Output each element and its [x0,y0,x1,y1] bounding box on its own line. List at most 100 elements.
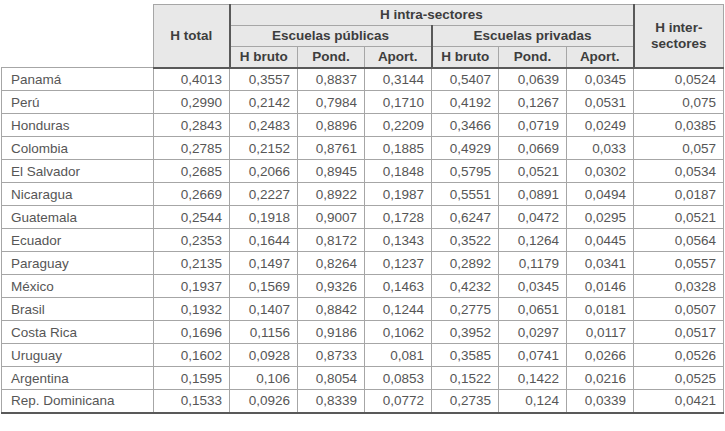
value-cell: 0,2209 [365,114,432,137]
table-row: Nicaragua0,26690,22270,89220,19870,55510… [2,183,724,206]
value-cell: 0,1728 [365,206,432,229]
value-cell: 0,4013 [154,68,230,91]
value-cell: 0,1407 [230,298,298,321]
value-cell: 0,0345 [499,275,567,298]
value-cell: 0,4929 [432,137,499,160]
value-cell: 0,2785 [154,137,230,160]
table-row: Paraguay0,21350,14970,82640,12370,28920,… [2,252,724,275]
value-cell: 0,1422 [499,367,567,390]
value-cell: 0,106 [230,367,298,390]
statistics-table: H total H intra-sectores H inter-sectore… [1,4,724,414]
value-cell: 0,2483 [230,114,298,137]
value-cell: 0,3557 [230,68,298,91]
col-header-escuelas-privadas: Escuelas privadas [432,26,634,47]
value-cell: 0,8172 [298,229,365,252]
value-cell: 0,1237 [365,252,432,275]
country-cell: Costa Rica [2,321,154,344]
value-cell: 0,2735 [432,390,499,413]
table-row: Ecuador0,23530,16440,81720,13430,35220,1… [2,229,724,252]
table-row: México0,19370,15690,93260,14630,42320,03… [2,275,724,298]
country-cell: México [2,275,154,298]
value-cell: 0,0146 [567,275,634,298]
value-cell: 0,9186 [298,321,365,344]
value-cell: 0,2843 [154,114,230,137]
value-cell: 0,1848 [365,160,432,183]
value-cell: 0,1497 [230,252,298,275]
header-row-1: H total H intra-sectores H inter-sectore… [2,5,724,26]
col-header-aport-publicas: Aport. [365,47,432,68]
country-cell: Rep. Dominicana [2,390,154,413]
table-row: Brasil0,19320,14070,88420,12440,27750,06… [2,298,724,321]
value-cell: 0,1937 [154,275,230,298]
value-cell: 0,0302 [567,160,634,183]
col-header-h-inter-sectores: H inter-sectores [634,5,724,68]
country-cell: Brasil [2,298,154,321]
value-cell: 0,8837 [298,68,365,91]
value-cell: 0,0531 [567,91,634,114]
value-cell: 0,0507 [634,298,724,321]
country-cell: Nicaragua [2,183,154,206]
value-cell: 0,1918 [230,206,298,229]
value-cell: 0,0295 [567,206,634,229]
country-cell: Honduras [2,114,154,137]
value-cell: 0,1244 [365,298,432,321]
value-cell: 0,1062 [365,321,432,344]
table-row: Uruguay0,16020,09280,87330,0810,35850,07… [2,344,724,367]
value-cell: 0,1267 [499,91,567,114]
table-row: Panamá0,40130,35570,88370,31440,54070,06… [2,68,724,91]
table-row: Rep. Dominicana0,15330,09260,83390,07720… [2,390,724,413]
value-cell: 0,1595 [154,367,230,390]
value-cell: 0,5551 [432,183,499,206]
value-cell: 0,8264 [298,252,365,275]
col-header-escuelas-publicas: Escuelas públicas [230,26,432,47]
value-cell: 0,1696 [154,321,230,344]
value-cell: 0,1533 [154,390,230,413]
value-cell: 0,0521 [499,160,567,183]
value-cell: 0,8761 [298,137,365,160]
value-cell: 0,2066 [230,160,298,183]
table-row: Argentina0,15950,1060,80540,08530,15220,… [2,367,724,390]
value-cell: 0,0526 [634,344,724,367]
value-cell: 0,0494 [567,183,634,206]
value-cell: 0,075 [634,91,724,114]
value-cell: 0,8339 [298,390,365,413]
value-cell: 0,1463 [365,275,432,298]
value-cell: 0,057 [634,137,724,160]
value-cell: 0,0181 [567,298,634,321]
value-cell: 0,0472 [499,206,567,229]
value-cell: 0,0853 [365,367,432,390]
value-cell: 0,3466 [432,114,499,137]
country-cell: Uruguay [2,344,154,367]
value-cell: 0,3144 [365,68,432,91]
table-row: Guatemala0,25440,19180,90070,17280,62470… [2,206,724,229]
value-cell: 0,0525 [634,367,724,390]
value-cell: 0,0249 [567,114,634,137]
col-header-aport-privadas: Aport. [567,47,634,68]
value-cell: 0,2775 [432,298,499,321]
value-cell: 0,1343 [365,229,432,252]
table-row: Colombia0,27850,21520,87610,18850,49290,… [2,137,724,160]
table-row: Costa Rica0,16960,11560,91860,10620,3952… [2,321,724,344]
value-cell: 0,1710 [365,91,432,114]
country-cell: Panamá [2,68,154,91]
value-cell: 0,4232 [432,275,499,298]
country-cell: Paraguay [2,252,154,275]
value-cell: 0,2685 [154,160,230,183]
value-cell: 0,3585 [432,344,499,367]
value-cell: 0,9326 [298,275,365,298]
table-header: H total H intra-sectores H inter-sectore… [2,5,724,68]
value-cell: 0,124 [499,390,567,413]
value-cell: 0,1644 [230,229,298,252]
table-row: Perú0,29900,21420,79840,17100,41920,1267… [2,91,724,114]
table-row: El Salvador0,26850,20660,89450,18480,579… [2,160,724,183]
value-cell: 0,033 [567,137,634,160]
value-cell: 0,0669 [499,137,567,160]
value-cell: 0,8945 [298,160,365,183]
value-cell: 0,8922 [298,183,365,206]
value-cell: 0,8733 [298,344,365,367]
value-cell: 0,8842 [298,298,365,321]
value-cell: 0,1179 [499,252,567,275]
col-header-h-intra-sectores: H intra-sectores [230,5,634,26]
value-cell: 0,8896 [298,114,365,137]
col-header-pond-privadas: Pond. [499,47,567,68]
